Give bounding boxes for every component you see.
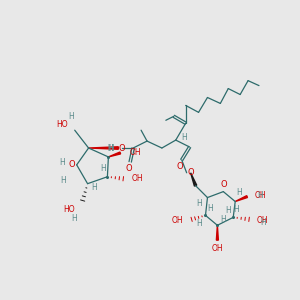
Text: H: H (109, 143, 114, 152)
Text: H: H (181, 133, 187, 142)
Text: H: H (197, 219, 203, 228)
Text: H: H (225, 206, 231, 215)
Text: O: O (126, 164, 133, 173)
Text: OH: OH (212, 244, 223, 253)
Text: HO: HO (63, 205, 75, 214)
Text: H: H (68, 112, 74, 121)
Text: O: O (187, 168, 194, 177)
Polygon shape (216, 225, 218, 240)
Polygon shape (108, 152, 121, 157)
Text: H: H (233, 205, 239, 214)
Text: H: H (60, 176, 66, 185)
Text: H: H (107, 143, 113, 152)
Text: H: H (257, 191, 263, 200)
Polygon shape (235, 196, 248, 202)
Text: H: H (220, 215, 226, 224)
Text: H: H (71, 214, 76, 223)
Text: OH: OH (131, 174, 143, 183)
Text: OH: OH (172, 216, 184, 225)
Text: H: H (107, 143, 113, 152)
Text: H: H (236, 188, 242, 197)
Text: O: O (221, 180, 228, 189)
Polygon shape (88, 147, 118, 149)
Text: H: H (100, 164, 106, 173)
Text: OH: OH (257, 216, 269, 225)
Text: O: O (176, 162, 183, 171)
Text: OH: OH (129, 148, 141, 158)
Text: H: H (208, 204, 213, 213)
Text: H: H (59, 158, 65, 167)
Text: HO: HO (56, 120, 68, 129)
Polygon shape (190, 173, 197, 186)
Text: H: H (260, 218, 266, 227)
Text: O: O (119, 143, 126, 152)
Text: OH: OH (255, 191, 267, 200)
Text: O: O (68, 160, 75, 169)
Text: H: H (92, 183, 98, 192)
Text: H: H (197, 199, 203, 208)
